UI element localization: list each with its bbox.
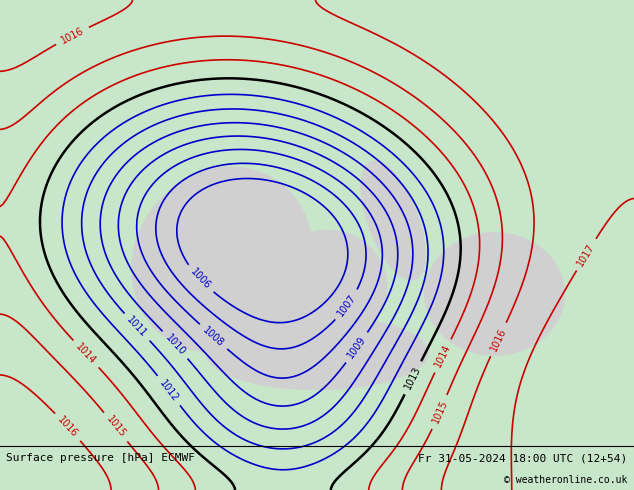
- Text: © weatheronline.co.uk: © weatheronline.co.uk: [504, 475, 628, 485]
- Text: 1009: 1009: [346, 335, 368, 361]
- Text: 1015: 1015: [430, 399, 449, 425]
- Text: 1016: 1016: [56, 415, 80, 440]
- Ellipse shape: [273, 230, 387, 338]
- Text: 1008: 1008: [201, 325, 226, 348]
- Text: 1011: 1011: [125, 315, 149, 340]
- Ellipse shape: [425, 233, 564, 355]
- Text: 1016: 1016: [59, 25, 86, 46]
- Text: 1016: 1016: [489, 326, 508, 353]
- Text: 1007: 1007: [336, 292, 359, 318]
- Ellipse shape: [206, 316, 428, 390]
- Text: 1013: 1013: [403, 365, 423, 391]
- Text: Surface pressure [hPa] ECMWF: Surface pressure [hPa] ECMWF: [6, 453, 195, 463]
- Text: 1010: 1010: [163, 332, 187, 357]
- Ellipse shape: [361, 161, 425, 280]
- Text: 1015: 1015: [104, 415, 127, 440]
- Text: 1014: 1014: [74, 342, 98, 367]
- Text: 1012: 1012: [157, 378, 180, 403]
- Ellipse shape: [132, 167, 312, 352]
- Text: 1006: 1006: [188, 267, 212, 292]
- Text: Fr 31-05-2024 18:00 UTC (12+54): Fr 31-05-2024 18:00 UTC (12+54): [418, 453, 628, 463]
- Text: 1014: 1014: [433, 343, 453, 369]
- Text: 1017: 1017: [576, 242, 597, 268]
